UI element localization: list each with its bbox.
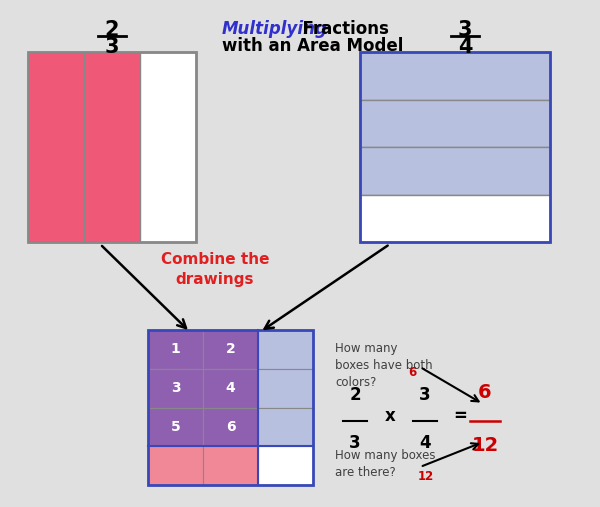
Text: with an Area Model: with an Area Model (222, 37, 403, 55)
Text: How many
boxes have both
colors?: How many boxes have both colors? (335, 342, 433, 389)
Bar (148, 408, 203, 446)
Text: 3: 3 (170, 381, 181, 395)
Bar (360, 147, 550, 195)
Bar (203, 408, 258, 446)
Bar (28, 52, 84, 242)
Bar (360, 99, 550, 147)
Bar (258, 408, 313, 446)
Text: 6: 6 (478, 383, 492, 402)
Bar (258, 369, 313, 408)
Text: =: = (453, 407, 467, 425)
Bar (148, 330, 203, 369)
Text: 4: 4 (226, 381, 235, 395)
Text: 2: 2 (105, 20, 119, 40)
Text: 6: 6 (408, 366, 416, 379)
Bar (203, 330, 258, 369)
Text: Combine the
drawings: Combine the drawings (161, 252, 269, 287)
Text: Fractions: Fractions (222, 20, 389, 38)
Text: x: x (385, 407, 395, 425)
Bar (203, 369, 258, 408)
Bar (28, 52, 196, 242)
Bar (360, 52, 550, 242)
Text: Multiplying: Multiplying (222, 20, 328, 38)
Text: 12: 12 (472, 436, 499, 455)
Text: 4: 4 (458, 37, 472, 57)
Text: How many boxes
are there?: How many boxes are there? (335, 449, 436, 479)
Text: 5: 5 (170, 420, 181, 434)
Text: 12: 12 (418, 470, 434, 483)
Bar (148, 369, 203, 408)
Bar (258, 446, 313, 485)
Bar (148, 446, 203, 485)
Text: 4: 4 (419, 434, 431, 452)
Bar (84, 52, 140, 242)
Bar (360, 52, 550, 99)
Bar (203, 446, 258, 485)
Text: 3: 3 (458, 20, 472, 40)
Text: 3: 3 (349, 434, 361, 452)
Text: 2: 2 (349, 386, 361, 404)
Bar (140, 52, 196, 242)
Text: 3: 3 (419, 386, 431, 404)
Bar (148, 330, 313, 485)
Text: 3: 3 (105, 37, 119, 57)
Bar (360, 195, 550, 242)
Text: 1: 1 (170, 342, 181, 356)
Text: 2: 2 (226, 342, 235, 356)
Bar (258, 330, 313, 369)
Text: 6: 6 (226, 420, 235, 434)
